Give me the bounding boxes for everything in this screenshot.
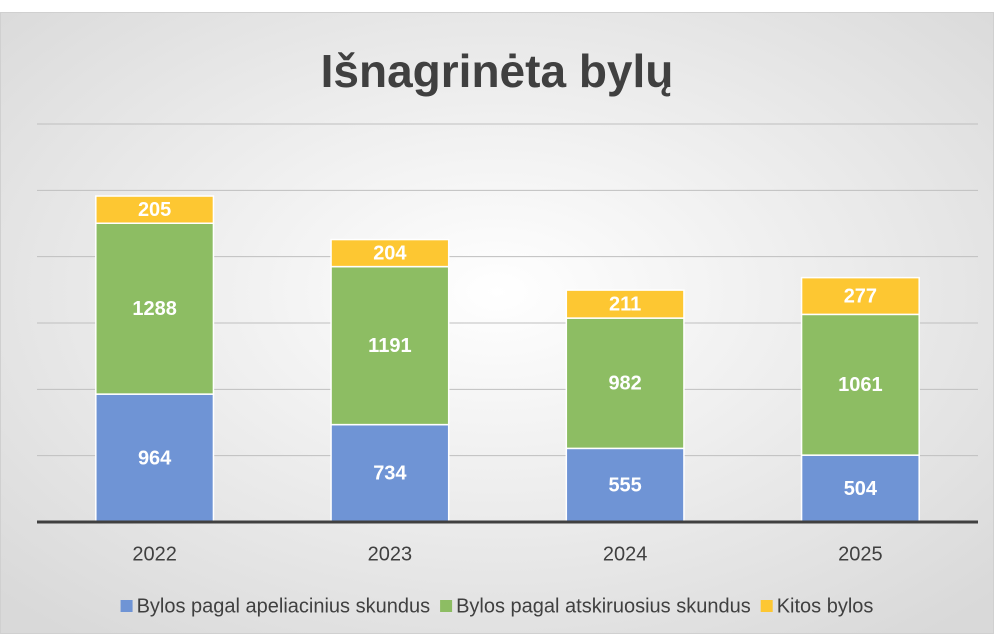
x-tick-label: 2023 (368, 543, 413, 565)
bar-segment (565, 317, 685, 450)
bar-segment (800, 454, 920, 523)
chart-title: Išnagrinėta bylų (321, 45, 674, 97)
legend-label: Bylos pagal atskiruosius skundus (456, 595, 751, 617)
bar-segment (565, 447, 685, 523)
legend-swatch (120, 600, 133, 612)
data-label: 205 (138, 199, 171, 221)
data-label: 964 (138, 447, 172, 469)
bar-segment (95, 393, 215, 523)
data-label: 1288 (132, 298, 177, 320)
legend-label: Kitos bylos (777, 595, 874, 617)
data-label: 734 (373, 463, 407, 485)
bar-segment (565, 289, 685, 319)
data-label: 211 (609, 293, 641, 315)
bar-segment (330, 238, 450, 268)
x-tick-label: 2025 (838, 543, 883, 565)
legend-swatch (440, 600, 453, 612)
bar-segment (95, 222, 215, 395)
x-tick-label: 2022 (132, 543, 177, 565)
data-label: 277 (844, 285, 877, 307)
bar-segment (330, 265, 450, 426)
bar-segment (800, 276, 920, 316)
data-label: 982 (608, 373, 641, 395)
bar-segment (330, 423, 450, 523)
x-tick-label: 2024 (603, 543, 648, 565)
data-label: 555 (608, 474, 641, 496)
bar-segment (800, 313, 920, 456)
legend-swatch (760, 600, 773, 612)
data-label: 504 (844, 478, 878, 500)
data-label: 1191 (368, 335, 411, 357)
data-label: 204 (373, 242, 407, 264)
data-label: 1061 (838, 374, 883, 396)
bar-segment (95, 195, 215, 224)
legend-label: Bylos pagal apeliacinius skundus (137, 595, 431, 617)
